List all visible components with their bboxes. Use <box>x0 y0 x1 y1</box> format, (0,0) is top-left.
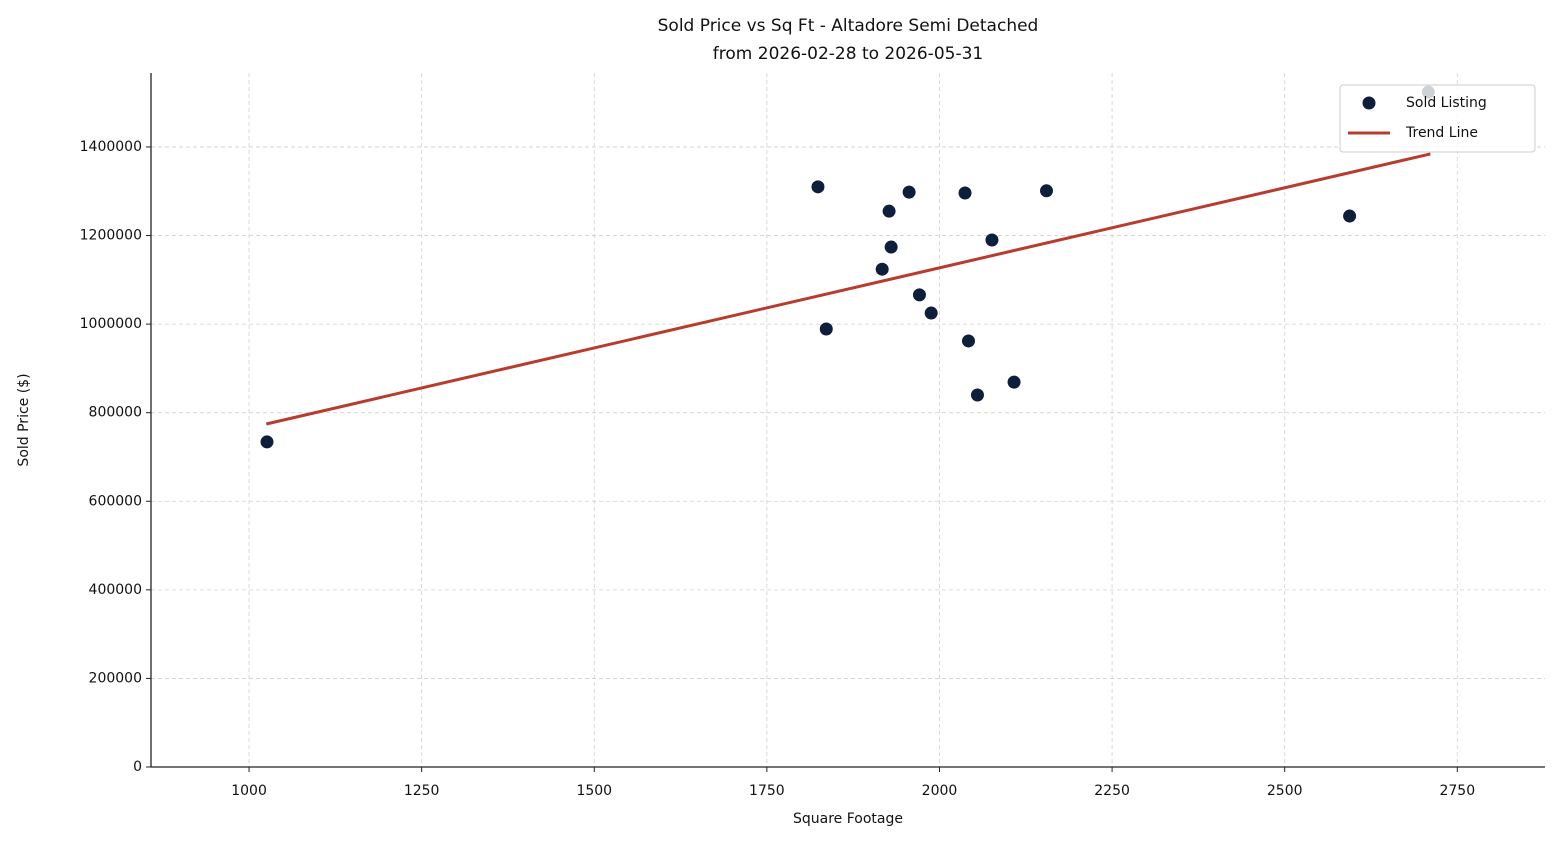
x-tick-label: 2500 <box>1267 783 1303 799</box>
y-tick-label: 200000 <box>89 670 142 686</box>
point <box>1343 209 1357 223</box>
x-tick-label: 1250 <box>404 783 440 799</box>
point <box>985 233 999 247</box>
point <box>819 322 833 336</box>
x-axis-label: Square Footage <box>793 811 903 827</box>
x-tick-label: 1000 <box>231 783 267 799</box>
x-tick-label: 2000 <box>922 783 958 799</box>
y-tick-label: 1200000 <box>80 228 142 244</box>
point <box>260 435 274 449</box>
legend-marker <box>1362 96 1376 110</box>
y-tick-label: 600000 <box>89 493 142 509</box>
point <box>961 334 975 348</box>
legend-label: Sold Listing <box>1406 95 1487 111</box>
y-tick-label: 400000 <box>89 582 142 598</box>
x-tick-label: 2750 <box>1439 783 1475 799</box>
x-tick-label: 1750 <box>749 783 785 799</box>
trend-line <box>265 152 1431 426</box>
y-tick-label: 1000000 <box>80 316 142 332</box>
legend-box <box>1339 84 1536 153</box>
point <box>1007 375 1021 389</box>
chart-title: Sold Price vs Sq Ft - Altadore Semi Deta… <box>658 16 1039 36</box>
point <box>958 186 972 200</box>
point <box>924 306 938 320</box>
y-tick-label: 800000 <box>89 405 142 421</box>
point <box>1040 184 1054 198</box>
point <box>882 204 896 218</box>
y-tick-label: 1400000 <box>80 139 142 155</box>
x-tick-label: 2250 <box>1094 783 1130 799</box>
point <box>902 185 916 199</box>
point <box>884 240 898 254</box>
point <box>912 288 926 302</box>
legend-label: Trend Line <box>1405 125 1478 141</box>
point <box>811 180 825 194</box>
y-tick-label: 0 <box>133 759 142 775</box>
y-axis-label: Sold Price ($) <box>16 373 32 466</box>
chart-subtitle: from 2026-02-28 to 2026-05-31 <box>713 44 983 64</box>
point <box>970 388 984 402</box>
point <box>875 262 889 276</box>
x-tick-label: 1500 <box>576 783 612 799</box>
